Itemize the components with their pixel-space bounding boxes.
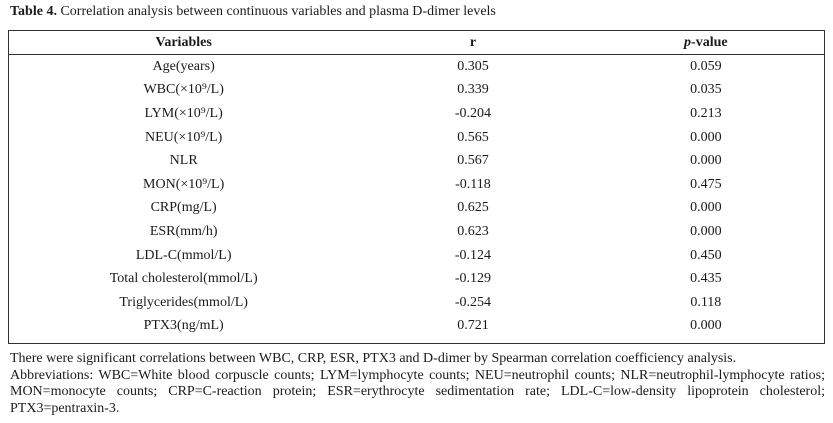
cell-r: 0.567	[457, 153, 489, 169]
cell-variable: CRP(mg/L)	[150, 200, 217, 216]
cell-variable: NEU(×10⁹/L)	[144, 129, 223, 145]
cell-r: 0.625	[457, 200, 489, 216]
correlation-table: Variables r p-value Age(years) 0.305 0.0…	[8, 30, 825, 344]
cell-r: -0.204	[454, 105, 492, 121]
table-row: NLR 0.567 0.000	[9, 149, 824, 173]
header-variables: Variables	[9, 31, 359, 55]
table-row: Age(years) 0.305 0.059	[9, 55, 824, 79]
cell-p: 0.000	[690, 318, 722, 334]
footnote-abbreviations-3: PTX3=pentraxin-3.	[10, 400, 120, 416]
cell-p: 0.000	[690, 129, 722, 145]
cell-variable: LDL-C(mmol/L)	[135, 247, 232, 263]
cell-variable: WBC(×10⁹/L)	[143, 82, 224, 98]
header-p-value: p-value	[587, 31, 824, 55]
cell-variable: MON(×10⁹/L)	[143, 176, 225, 192]
cell-variable: LYM(×10⁹/L)	[144, 105, 223, 121]
cell-r: 0.721	[457, 318, 489, 334]
footnote-significance: There were significant correlations betw…	[10, 351, 737, 366]
cell-r: -0.129	[454, 271, 492, 287]
cell-r: -0.124	[454, 247, 492, 263]
cell-variable: ESR(mm/h)	[149, 223, 218, 239]
header-p-rest: -value	[691, 34, 728, 50]
cell-r: -0.254	[454, 294, 492, 310]
cell-p: 0.000	[690, 200, 722, 216]
table-row: Triglycerides(mmol/L) -0.254 0.118	[9, 291, 824, 315]
table-row: LYM(×10⁹/L) -0.204 0.213	[9, 102, 824, 126]
table-row: ESR(mm/h) 0.623 0.000	[9, 220, 824, 244]
table-row: MON(×10⁹/L) -0.118 0.475	[9, 173, 824, 197]
cell-p: 0.035	[690, 82, 722, 98]
cell-p: 0.118	[690, 294, 722, 310]
table-row: NEU(×10⁹/L) 0.565 0.000	[9, 126, 824, 150]
cell-p: 0.435	[690, 271, 722, 287]
cell-variable: Age(years)	[152, 58, 215, 74]
cell-r: 0.623	[457, 223, 489, 239]
data-table: Variables r p-value Age(years) 0.305 0.0…	[9, 31, 824, 338]
table-caption-text: Correlation analysis between continuous …	[60, 4, 496, 19]
cell-r: -0.118	[455, 176, 491, 192]
cell-variable: NLR	[169, 153, 198, 169]
cell-variable: PTX3(ng/mL)	[143, 318, 224, 334]
table-body: Age(years) 0.305 0.059 WBC(×10⁹/L) 0.339…	[9, 55, 824, 339]
table-row: Total cholesterol(mmol/L) -0.129 0.435	[9, 267, 824, 291]
cell-r: 0.305	[457, 58, 489, 74]
cell-p: 0.475	[690, 176, 722, 192]
table-row: WBC(×10⁹/L) 0.339 0.035	[9, 79, 824, 103]
table-row: PTX3(ng/mL) 0.721 0.000	[9, 315, 824, 339]
cell-p: 0.000	[690, 153, 722, 169]
table-caption-label: Table 4.	[10, 4, 57, 19]
cell-p: 0.059	[690, 58, 722, 74]
footnote-abbreviations-1: Abbreviations: WBC=White blood corpuscle…	[10, 367, 825, 383]
cell-p: 0.213	[690, 105, 722, 121]
cell-r: 0.565	[457, 129, 489, 145]
table-caption: Table 4. Correlation analysis between co…	[10, 2, 496, 22]
table-row: CRP(mg/L) 0.625 0.000	[9, 197, 824, 221]
header-row: Variables r p-value	[9, 31, 824, 55]
cell-p: 0.450	[690, 247, 722, 263]
table-header: Variables r p-value	[9, 31, 824, 55]
cell-p: 0.000	[690, 223, 722, 239]
cell-r: 0.339	[457, 82, 489, 98]
cell-variable: Triglycerides(mmol/L)	[119, 294, 248, 310]
table-row: LDL-C(mmol/L) -0.124 0.450	[9, 244, 824, 268]
header-r: r	[358, 31, 588, 55]
cell-variable: Total cholesterol(mmol/L)	[109, 271, 258, 287]
table-footnotes: There were significant correlations betw…	[10, 351, 825, 417]
header-p-italic: p	[684, 34, 692, 50]
footnote-abbreviations-2: MON=monocyte counts; CRP=C-reaction prot…	[10, 384, 825, 399]
